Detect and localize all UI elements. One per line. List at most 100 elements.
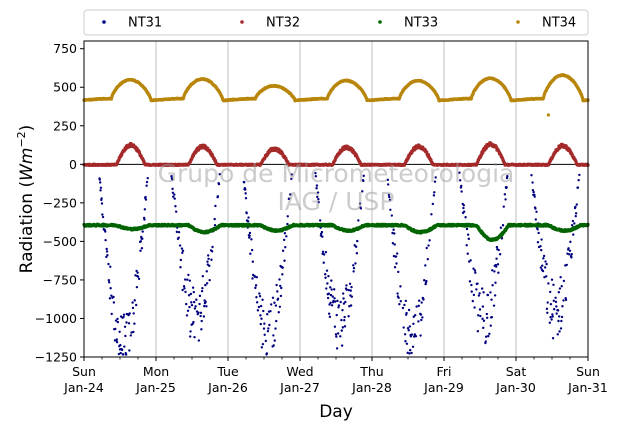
data-point xyxy=(570,223,574,227)
data-point xyxy=(472,293,476,297)
data-point xyxy=(316,195,319,199)
data-point xyxy=(426,257,429,261)
data-point xyxy=(245,211,248,215)
data-point xyxy=(337,306,340,309)
data-point xyxy=(288,197,291,200)
data-point xyxy=(568,253,571,256)
data-point xyxy=(424,264,427,267)
data-point xyxy=(249,252,252,255)
data-point xyxy=(195,298,198,301)
data-point xyxy=(535,210,538,213)
data-point xyxy=(204,283,207,287)
data-point xyxy=(408,348,412,352)
data-point xyxy=(134,274,137,277)
data-point xyxy=(576,186,580,189)
data-point xyxy=(333,288,336,291)
data-point xyxy=(352,270,355,273)
data-point xyxy=(389,208,392,211)
data-point xyxy=(324,250,328,254)
data-point xyxy=(396,292,399,295)
data-point xyxy=(104,230,107,233)
data-point xyxy=(144,195,147,199)
data-point xyxy=(276,297,280,300)
data-point xyxy=(352,266,356,270)
data-point xyxy=(119,351,122,355)
data-point xyxy=(190,303,194,307)
data-point xyxy=(202,315,206,318)
data-point xyxy=(201,275,204,278)
data-point xyxy=(283,259,286,262)
data-point xyxy=(277,311,280,314)
data-point xyxy=(466,252,469,255)
data-point xyxy=(393,232,396,235)
data-point xyxy=(402,326,405,329)
data-point xyxy=(246,220,250,223)
data-point xyxy=(352,264,355,267)
data-point xyxy=(473,269,477,272)
data-point xyxy=(542,257,545,260)
data-point xyxy=(404,299,408,303)
data-point xyxy=(213,223,217,227)
data-point xyxy=(315,184,319,187)
data-point xyxy=(259,314,262,317)
data-point xyxy=(531,189,535,192)
data-point xyxy=(334,300,337,303)
data-point xyxy=(210,258,213,261)
data-point xyxy=(501,224,505,227)
data-point xyxy=(290,173,293,176)
data-point xyxy=(124,334,127,338)
data-point xyxy=(497,248,500,252)
data-point xyxy=(120,348,124,352)
data-point xyxy=(473,306,476,309)
data-point xyxy=(330,304,334,307)
data-point xyxy=(180,247,184,250)
data-point xyxy=(420,318,423,322)
grid-lines xyxy=(155,41,517,357)
data-point xyxy=(558,315,561,318)
data-point xyxy=(340,329,343,332)
data-point xyxy=(267,327,270,330)
data-point xyxy=(350,285,353,289)
data-point xyxy=(335,313,338,317)
data-point xyxy=(275,319,278,323)
data-point xyxy=(326,282,329,285)
data-point xyxy=(116,317,119,321)
data-point xyxy=(204,300,207,304)
data-point xyxy=(344,300,347,304)
data-point xyxy=(278,278,281,281)
data-point xyxy=(469,259,472,262)
data-point xyxy=(396,252,399,255)
data-point xyxy=(200,319,203,323)
data-point xyxy=(421,316,424,319)
data-point xyxy=(565,263,568,267)
data-point xyxy=(109,265,112,268)
data-point xyxy=(125,321,128,324)
data-point xyxy=(254,284,258,287)
data-point xyxy=(333,297,336,300)
data-point xyxy=(341,308,344,312)
data-point xyxy=(414,335,418,338)
data-point xyxy=(546,311,549,315)
data-point xyxy=(261,342,265,346)
data-point xyxy=(499,226,503,229)
data-point xyxy=(289,193,292,196)
data-point xyxy=(533,193,536,196)
data-point xyxy=(561,305,564,308)
data-point xyxy=(133,322,136,325)
data-point xyxy=(331,295,334,298)
data-point xyxy=(207,257,210,261)
data-point xyxy=(275,283,278,287)
data-point xyxy=(107,262,110,266)
data-point xyxy=(110,294,113,297)
data-point xyxy=(482,326,485,330)
data-point xyxy=(458,171,461,174)
data-point xyxy=(179,258,183,262)
data-point xyxy=(531,181,534,184)
data-point xyxy=(281,273,284,276)
data-point xyxy=(259,322,262,326)
data-point xyxy=(410,351,413,355)
data-point xyxy=(557,290,561,294)
data-point xyxy=(201,287,204,290)
data-point xyxy=(184,290,187,294)
data-point xyxy=(255,296,258,299)
